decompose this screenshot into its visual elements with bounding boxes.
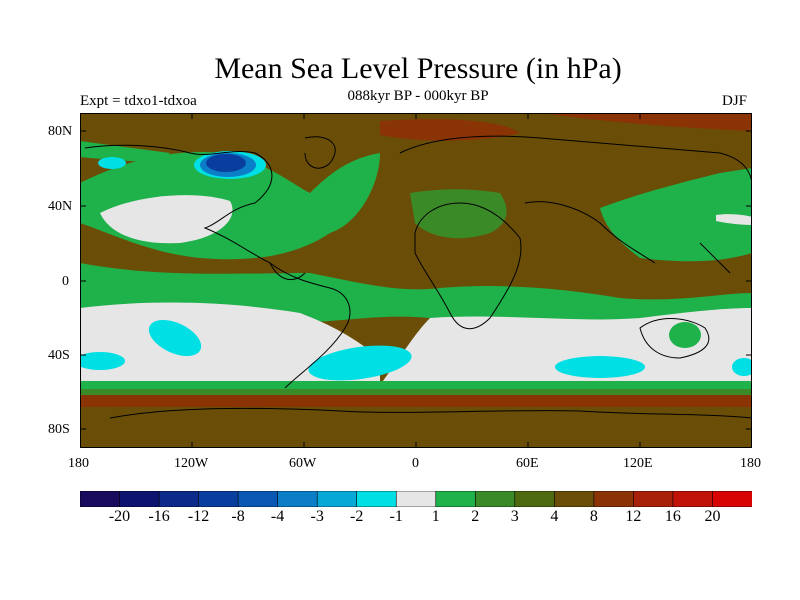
colorbar-box [237,491,279,507]
colorbar-box [633,491,674,507]
coastlines [84,135,752,419]
field-low-canada-core [206,154,246,172]
x-tick-180w: 180 [68,456,89,471]
x-tick-60w: 60W [289,456,317,471]
field-neutral-north-pacific [100,195,233,244]
y-tick-0: 0 [62,274,69,289]
colorbar-label: -20 [108,508,131,525]
field-1-to-2-southern-ocean [80,381,752,389]
colorbar-box [277,491,318,507]
colorbar-box [554,491,595,507]
colorbar-label: -1 [389,508,403,525]
experiment-label: Expt = tdxo1-tdxoa [80,93,197,109]
colorbar-label: 3 [510,508,519,525]
field-low-southeast-pacific [80,352,125,370]
colorbar-label: -4 [270,508,285,525]
colorbar-box [593,491,635,507]
coast-australia [639,318,710,359]
x-tick-120w: 120W [174,456,209,471]
colorbar-label: -12 [187,508,210,525]
colorbar-box [514,491,555,507]
colorbar [80,491,752,507]
map-title: Mean Sea Level Pressure (in hPa) [214,52,622,85]
field-2-to-3-north-africa [410,189,507,239]
colorbar-box [474,491,516,507]
y-tick-40n: 40N [48,199,73,214]
coast-eurasia [399,135,752,274]
y-tick-80n: 80N [48,124,73,139]
coast-greenland [304,136,336,169]
season-label: DJF [722,93,748,109]
coast-north-america [84,144,306,281]
colorbar-box [198,491,239,507]
field-low-south-pacific [148,319,202,357]
colorbar-label: 8 [589,508,598,525]
coast-south-america [269,262,351,389]
colorbar-label: 20 [704,508,721,525]
field-neutral-japan [716,214,752,225]
field-low-tasman [732,358,752,376]
pressure-field [80,113,752,448]
colorbar-box [158,491,200,507]
colorbar-box [119,491,160,507]
colorbar-label: -2 [350,508,364,525]
colorbar-box [672,491,714,507]
y-tick-40s: 40S [48,348,70,363]
colorbar-box [356,491,397,507]
map-subtitle: 088kyr BP - 000kyr BP [347,88,489,104]
tick-marks [80,113,752,448]
field-low-south-atlantic [308,345,412,381]
colorbar-label: 4 [550,508,559,525]
field-low-alaska [98,157,126,169]
x-tick-60e: 60E [516,456,539,471]
colorbar-box [435,491,476,507]
colorbar-label: -16 [148,508,170,525]
colorbar-box [80,491,121,507]
y-tick-80s: 80S [48,422,70,437]
field-8-to-12-antarctic-ring [80,395,752,407]
coast-antarctica [109,407,752,419]
colorbar-label: 1 [431,508,440,525]
field-1-to-2-australia [669,322,701,348]
field-low-south-indian [555,356,645,378]
colorbar-box [395,491,437,507]
field-neutral-south-indian [380,308,752,385]
x-tick-120e: 120E [623,456,653,471]
colorbar-label: -8 [231,508,245,525]
x-tick-0: 0 [412,456,419,471]
x-tick-180e: 180 [740,456,761,471]
colorbar-box [712,491,752,507]
field-1-to-2-west-pacific [600,168,752,262]
field-8-to-12-eurasia [380,119,520,141]
coast-africa [414,202,522,330]
field-8-to-12-arctic [380,113,752,131]
colorbar-label: -3 [310,508,324,525]
colorbar-label: 16 [664,508,681,525]
colorbar-label: 12 [625,508,642,525]
pressure-map [80,113,752,448]
field-2-to-3-southern-ocean [80,389,752,395]
colorbar-label: 2 [471,508,480,525]
colorbar-box [316,491,358,507]
